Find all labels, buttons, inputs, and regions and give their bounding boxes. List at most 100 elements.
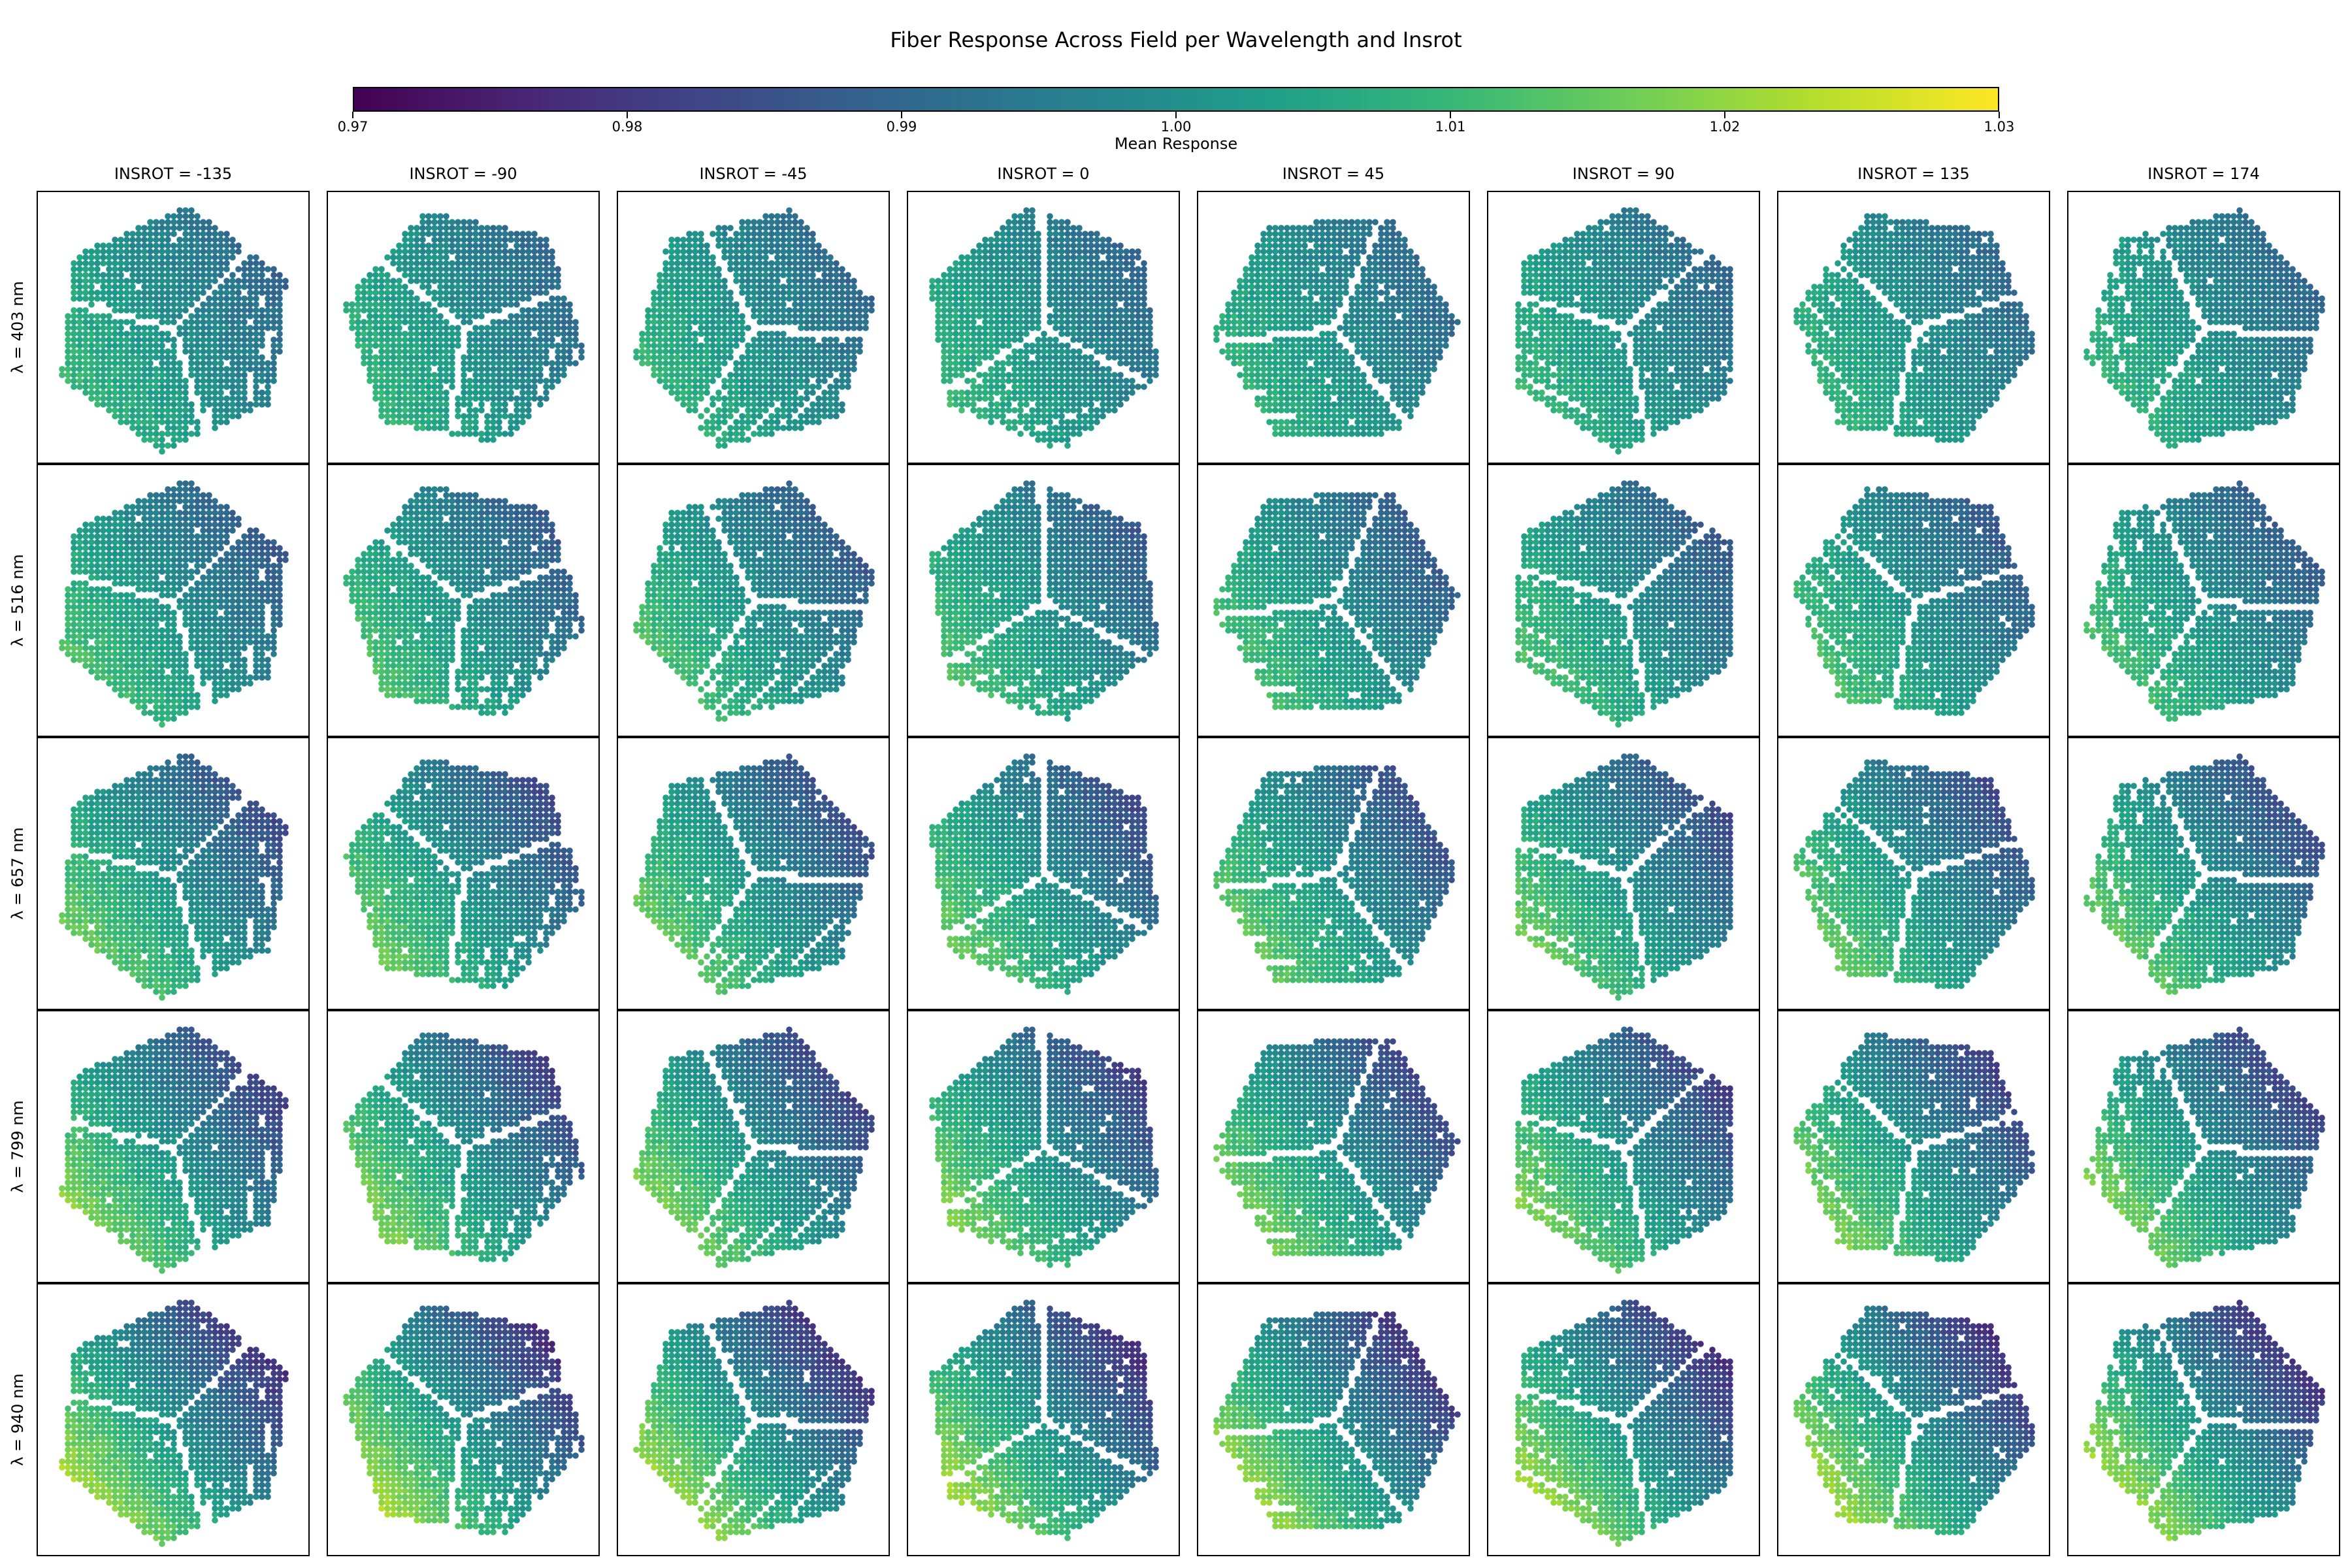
fiber-dot bbox=[437, 319, 444, 325]
fiber-dot bbox=[466, 278, 473, 284]
fiber-dot bbox=[390, 354, 397, 361]
fiber-dot bbox=[508, 336, 514, 343]
fiber-dot bbox=[478, 254, 485, 261]
fiber-dot bbox=[396, 384, 402, 390]
fiber-dot bbox=[1117, 254, 1124, 261]
fiber-dot bbox=[1266, 342, 1273, 349]
fiber-dot bbox=[839, 384, 845, 390]
fiber-dot bbox=[276, 295, 283, 302]
fiber-dot bbox=[112, 354, 118, 361]
fiber-dot bbox=[129, 342, 136, 349]
fiber-dot bbox=[414, 360, 420, 367]
fiber-dot bbox=[1419, 295, 1426, 302]
fiber-dot bbox=[815, 348, 822, 355]
fiber-dot bbox=[1360, 295, 1367, 302]
fiber-dot bbox=[378, 389, 385, 396]
fiber-dot bbox=[1419, 284, 1426, 290]
fiber-dot bbox=[1249, 272, 1255, 278]
fiber-dot bbox=[657, 284, 663, 290]
fiber-dot bbox=[733, 325, 740, 331]
fiber-dot bbox=[449, 278, 455, 284]
fiber-dot bbox=[402, 331, 408, 337]
fiber-dot bbox=[159, 331, 165, 337]
fiber-dot bbox=[715, 242, 722, 249]
fiber-dot bbox=[118, 342, 124, 349]
fiber-dot bbox=[1243, 266, 1249, 272]
fiber-dot bbox=[106, 242, 112, 249]
fiber-dot bbox=[1129, 254, 1135, 261]
fiber-dot bbox=[657, 331, 663, 337]
fiber-dot bbox=[490, 401, 497, 408]
fiber-dot bbox=[59, 372, 65, 378]
fiber-dot bbox=[1041, 331, 1047, 337]
fiber-dot bbox=[680, 307, 687, 314]
fiber-dot bbox=[106, 354, 112, 361]
fiber-dot bbox=[355, 313, 361, 319]
fiber-dot bbox=[804, 295, 810, 302]
fiber-dot bbox=[153, 395, 159, 402]
fiber-dot bbox=[686, 336, 693, 343]
fiber-dot bbox=[361, 342, 367, 349]
fiber-dot bbox=[229, 248, 236, 255]
fiber-dot bbox=[508, 278, 514, 284]
fiber-dot bbox=[367, 348, 373, 355]
fiber-dot bbox=[833, 407, 840, 414]
fiber-dot bbox=[212, 231, 218, 237]
fiber-dot bbox=[247, 301, 253, 308]
fiber-dot bbox=[229, 272, 236, 278]
fiber-dot bbox=[212, 378, 218, 384]
fiber-dot bbox=[964, 325, 971, 331]
fiber-dot bbox=[1147, 331, 1153, 337]
fiber-dot bbox=[1231, 348, 1237, 355]
fiber-dot bbox=[964, 278, 971, 284]
fiber-dot bbox=[1082, 366, 1088, 372]
fiber-dot bbox=[1437, 342, 1443, 349]
fiber-dot bbox=[443, 213, 449, 220]
fiber-dot bbox=[721, 331, 728, 337]
row-label: λ = 799 nm bbox=[8, 1049, 28, 1245]
fiber-dot bbox=[704, 360, 710, 367]
fiber-dot bbox=[478, 348, 485, 355]
fiber-dot bbox=[1011, 366, 1018, 372]
fiber-dot bbox=[1076, 401, 1083, 408]
fiber-dot bbox=[537, 313, 544, 319]
fiber-dot bbox=[815, 278, 822, 284]
fiber-dot bbox=[200, 278, 206, 284]
fiber-dot bbox=[733, 231, 740, 237]
fiber-dot bbox=[508, 395, 514, 402]
fiber-dot bbox=[270, 301, 277, 308]
fiber-dot bbox=[508, 431, 514, 437]
fiber-dot bbox=[396, 336, 402, 343]
fiber-dot bbox=[419, 389, 426, 396]
fiber-dot bbox=[935, 313, 941, 319]
fiber-dot bbox=[384, 272, 391, 278]
fiber-dot bbox=[1141, 366, 1147, 372]
fiber-dot bbox=[129, 237, 136, 243]
fiber-dot bbox=[1041, 413, 1047, 419]
fiber-dot bbox=[674, 301, 681, 308]
fiber-dot bbox=[1123, 360, 1130, 367]
fiber-dot bbox=[449, 242, 455, 249]
fiber-dot bbox=[1266, 278, 1273, 284]
fiber-dot bbox=[94, 389, 101, 396]
fiber-dot bbox=[100, 401, 106, 408]
fiber-dot bbox=[1011, 325, 1018, 331]
fiber-dot bbox=[549, 366, 555, 372]
fiber-dot bbox=[1343, 319, 1349, 325]
fiber-dot bbox=[1047, 272, 1053, 278]
fiber-dot bbox=[757, 378, 763, 384]
fiber-dot bbox=[662, 342, 669, 349]
fiber-dot bbox=[94, 395, 101, 402]
fiber-dot bbox=[733, 372, 740, 378]
fiber-dot bbox=[153, 407, 159, 414]
fiber-dot bbox=[1053, 260, 1059, 267]
fiber-dot bbox=[1354, 295, 1361, 302]
fiber-dot bbox=[645, 331, 651, 337]
fiber-dot bbox=[223, 354, 230, 361]
fiber-dot bbox=[941, 348, 947, 355]
fiber-dot bbox=[384, 401, 391, 408]
fiber-dot bbox=[135, 225, 142, 231]
fiber-dot bbox=[1325, 295, 1331, 302]
fiber-dot bbox=[153, 389, 159, 396]
fiber-dot bbox=[1249, 284, 1255, 290]
